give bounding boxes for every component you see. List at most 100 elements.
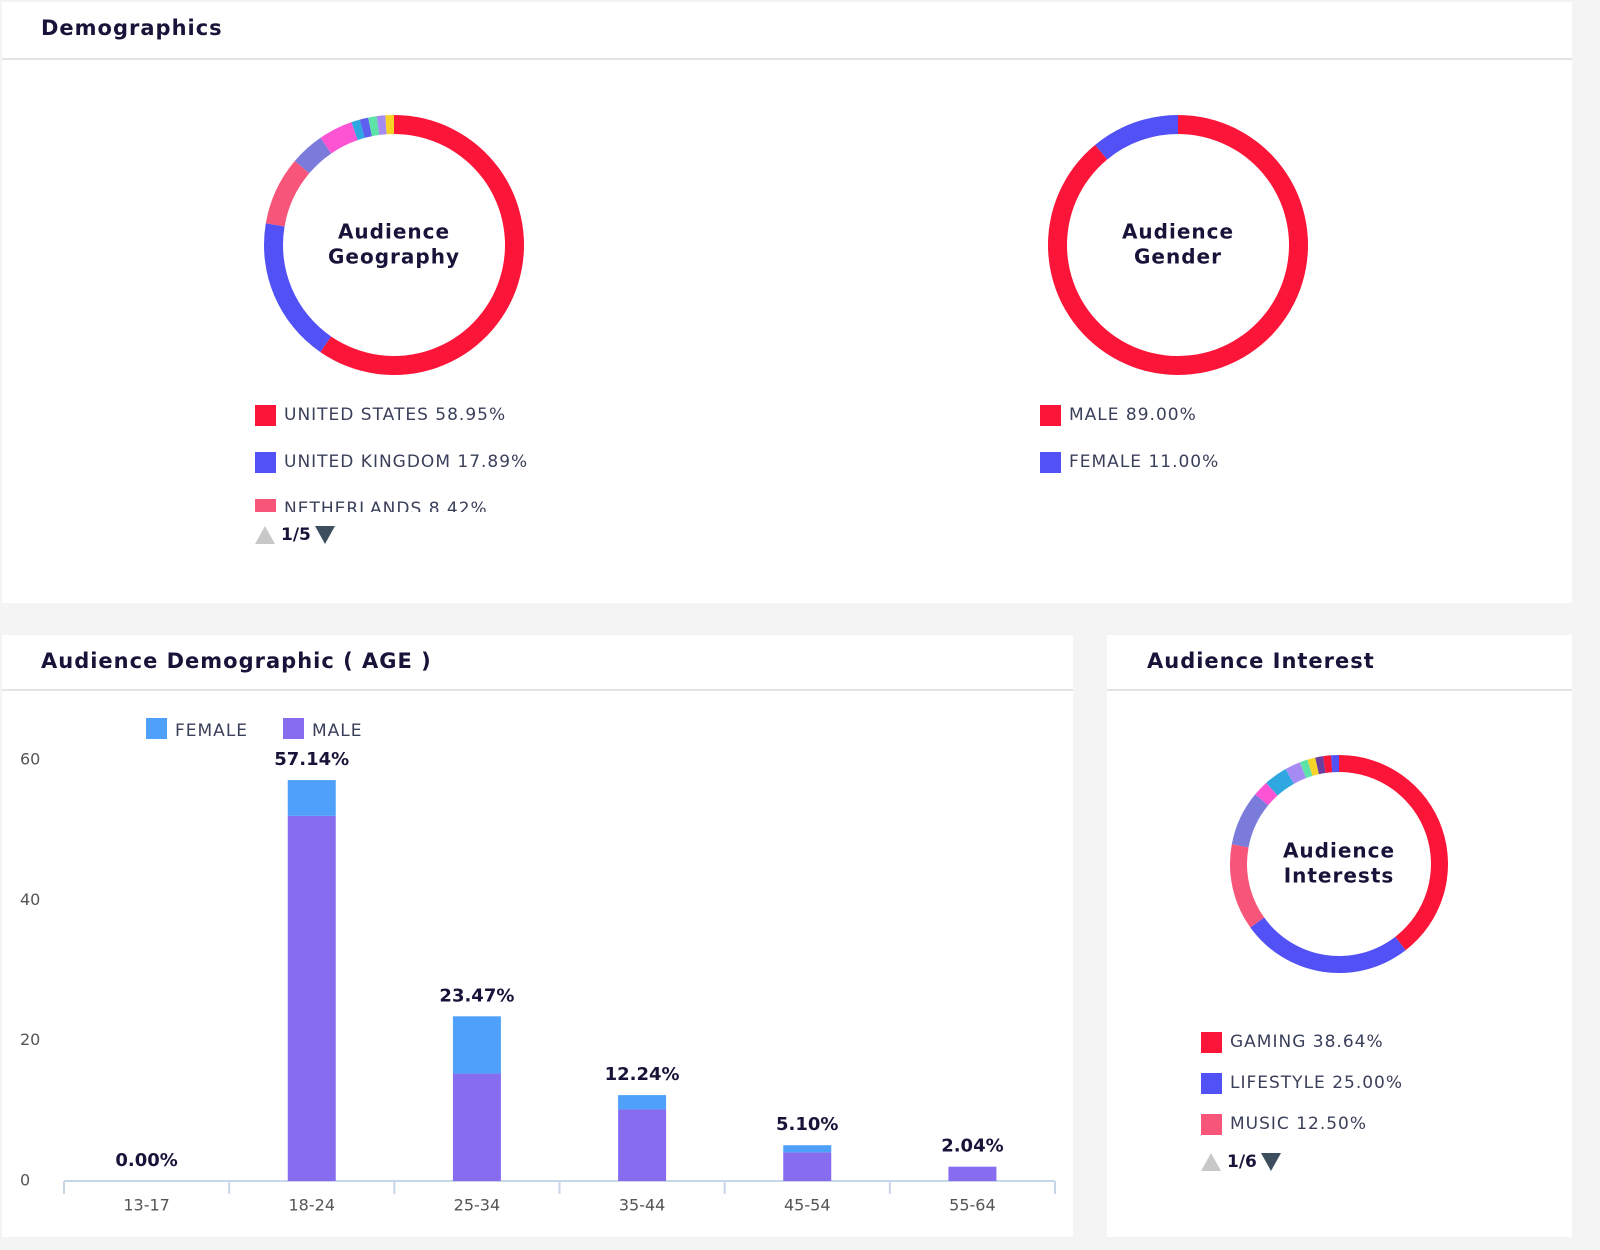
donut-segment bbox=[1255, 782, 1278, 806]
donut-center-label: Gender bbox=[1134, 245, 1222, 269]
legend-value: 89.00% bbox=[1126, 405, 1197, 425]
legend-label: FEMALE bbox=[175, 721, 248, 741]
donut-center-label: Geography bbox=[328, 245, 460, 269]
bar-segment bbox=[452, 1073, 501, 1181]
legend-category: NETHERLANDS bbox=[284, 499, 422, 519]
legend-value: 8.42% bbox=[429, 499, 488, 519]
legend-label: MALE bbox=[312, 721, 363, 741]
bar-total-label: 0.00% bbox=[115, 1150, 177, 1171]
bar-segment bbox=[452, 1016, 501, 1074]
panel-title: Demographics bbox=[41, 16, 223, 40]
x-tick-label: 25-34 bbox=[454, 1196, 501, 1215]
legend-category: MUSIC bbox=[1230, 1114, 1290, 1134]
donut-segment bbox=[1250, 917, 1406, 973]
legend-category: UNITED KINGDOM bbox=[284, 452, 451, 472]
legend: UNITED STATES 58.95% UNITED KINGDOM 17.89… bbox=[255, 405, 528, 519]
bar-segment bbox=[618, 1095, 667, 1110]
x-tick-label: 18-24 bbox=[289, 1196, 336, 1215]
legend-swatch bbox=[1201, 1114, 1222, 1135]
donut-segment bbox=[1307, 757, 1319, 776]
legend-value: 17.89% bbox=[457, 452, 528, 472]
demographics-panel bbox=[2, 2, 1572, 603]
legend-label: FEMALE 11.00% bbox=[1069, 452, 1219, 472]
legend-swatch bbox=[1040, 452, 1061, 473]
donut-center-label: Interests bbox=[1284, 864, 1395, 888]
legend-swatch bbox=[1201, 1032, 1222, 1053]
y-tick-label: 20 bbox=[20, 1030, 40, 1049]
donut-segment bbox=[1315, 756, 1326, 775]
legend-swatch bbox=[255, 405, 276, 426]
legend-category: LIFESTYLE bbox=[1230, 1073, 1326, 1093]
donut-segment bbox=[1231, 794, 1269, 848]
donut-center-label: Audience bbox=[1122, 220, 1234, 244]
bar-total-label: 5.10% bbox=[776, 1114, 838, 1135]
donut-segment bbox=[294, 137, 332, 174]
legend-label: GAMING 38.64% bbox=[1230, 1032, 1384, 1052]
donut-segment bbox=[320, 115, 524, 375]
donut-segment bbox=[1331, 755, 1339, 773]
legend-category: GAMING bbox=[1230, 1032, 1306, 1052]
donut-segment bbox=[376, 115, 387, 135]
legend-swatch bbox=[146, 718, 167, 739]
legend-label: MUSIC 12.50% bbox=[1230, 1114, 1367, 1134]
bar-total-label: 12.24% bbox=[605, 1064, 680, 1085]
bar-total-label: 23.47% bbox=[439, 985, 514, 1006]
legend-category: FEMALE bbox=[1069, 452, 1142, 472]
bar-segment bbox=[948, 1166, 997, 1181]
legend-swatch bbox=[255, 499, 276, 512]
legend-value: 25.00% bbox=[1332, 1073, 1403, 1093]
donut-segment bbox=[264, 223, 332, 353]
legend-prev bbox=[1201, 1153, 1221, 1171]
legend-category: UNITED STATES bbox=[284, 405, 429, 425]
donut-segment bbox=[359, 117, 372, 138]
legend-label: LIFESTYLE 25.00% bbox=[1230, 1073, 1403, 1093]
donut-segment bbox=[385, 115, 394, 135]
x-tick-label: 35-44 bbox=[619, 1196, 666, 1215]
bar-segment bbox=[618, 1109, 667, 1181]
legend-swatch bbox=[1201, 1073, 1222, 1094]
legend-label: MALE 89.00% bbox=[1069, 405, 1197, 425]
x-tick-label: 55-64 bbox=[949, 1196, 996, 1215]
donut-segment bbox=[265, 160, 310, 227]
x-tick-label: 45-54 bbox=[784, 1196, 831, 1215]
bar-segment bbox=[287, 815, 336, 1181]
bar-segment bbox=[287, 780, 336, 816]
donut-segment bbox=[1285, 762, 1307, 784]
legend-swatch bbox=[283, 718, 304, 739]
donut-segment bbox=[1323, 755, 1333, 773]
donut-segment bbox=[368, 116, 380, 137]
legend-label: NETHERLANDS 8.42% bbox=[284, 499, 488, 519]
legend-category: MALE bbox=[1069, 405, 1120, 425]
legend-next[interactable] bbox=[315, 526, 335, 544]
legend-value: 12.50% bbox=[1296, 1114, 1367, 1134]
bar-total-label: 57.14% bbox=[274, 749, 349, 770]
legend-swatch bbox=[255, 452, 276, 473]
donut-segment bbox=[1095, 115, 1178, 160]
panel-title: Audience Interest bbox=[1147, 649, 1375, 673]
legend-swatch bbox=[1040, 405, 1061, 426]
legend-value: 58.95% bbox=[435, 405, 506, 425]
donut-center-label: Audience bbox=[1283, 839, 1395, 863]
donut-segment bbox=[1299, 759, 1313, 779]
donut-segment bbox=[1339, 755, 1448, 951]
age-panel bbox=[2, 635, 1073, 1237]
donut-segment bbox=[320, 122, 358, 154]
legend-prev bbox=[255, 526, 275, 544]
donut-segment bbox=[1266, 768, 1294, 796]
x-tick-label: 13-17 bbox=[123, 1196, 170, 1215]
legend-page: 1/6 bbox=[1227, 1152, 1257, 1172]
legend-value: 38.64% bbox=[1313, 1032, 1384, 1052]
y-tick-label: 0 bbox=[20, 1171, 30, 1190]
legend-next[interactable] bbox=[1261, 1153, 1281, 1171]
y-tick-label: 40 bbox=[20, 890, 40, 909]
panel-title: Audience Demographic ( AGE ) bbox=[41, 649, 432, 673]
bar-segment bbox=[783, 1152, 832, 1181]
y-tick-label: 60 bbox=[20, 750, 40, 769]
donut-segment bbox=[351, 119, 365, 141]
bar-total-label: 2.04% bbox=[941, 1136, 1003, 1157]
donut-center-label: Audience bbox=[338, 220, 450, 244]
bar-segment bbox=[783, 1145, 832, 1153]
legend-label: UNITED KINGDOM 17.89% bbox=[284, 452, 528, 472]
legend-value: 11.00% bbox=[1148, 452, 1219, 472]
